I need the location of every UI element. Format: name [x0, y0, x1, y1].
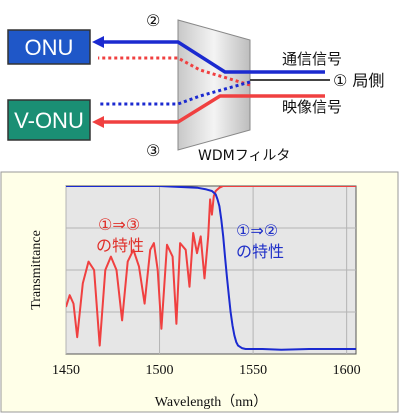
wdm-filter-shape	[177, 19, 251, 151]
gridlines	[65, 186, 356, 354]
annotation-blue: ①⇒② の特性	[236, 221, 284, 261]
annotation-red-line2: の特性	[96, 236, 144, 255]
x-axis-title: Wavelength（nm）	[155, 394, 267, 410]
vonu-box	[7, 99, 91, 141]
video-signal-arrowhead	[92, 116, 104, 128]
comm-signal-arrowhead	[92, 36, 104, 48]
annotation-red: ①⇒③ の特性	[96, 215, 145, 255]
series-1-2-line	[66, 186, 356, 351]
annotation-blue-line2: の特性	[236, 242, 284, 261]
comm-signal-label: 通信信号	[282, 50, 342, 68]
video-signal-path	[100, 94, 325, 124]
wdm-diagram: ONU V-ONU ② ③ 通信信号 ① 局側 映像信号 WDMフィルタ	[7, 11, 384, 164]
x-tick-labels: 1450 1500 1550 1600	[52, 363, 361, 378]
port3-label: ③	[146, 141, 160, 160]
vonu-label: V-ONU	[14, 108, 84, 133]
annotation-blue-line1: ①⇒②	[236, 221, 278, 240]
x-tick-label: 1550	[239, 363, 267, 378]
video-signal-label: 映像信号	[282, 98, 342, 116]
x-tick-label: 1450	[52, 363, 80, 378]
x-tick-label: 1500	[146, 363, 174, 378]
annotation-red-line1: ①⇒③	[98, 215, 140, 234]
onu-box	[7, 29, 91, 65]
port2-label: ②	[146, 11, 160, 30]
series-1-3-line	[66, 186, 356, 347]
video-leak-path	[98, 56, 251, 87]
port1-label: ① 局側	[333, 71, 384, 90]
comm-leak-path	[98, 80, 251, 106]
comm-signal-path	[100, 40, 325, 74]
transmittance-chart: 1450 1500 1550 1600 Wavelength（nm） Transmit…	[0, 171, 399, 413]
onu-label: ONU	[25, 35, 74, 60]
y-axis-title: Transmittance	[29, 230, 44, 310]
series-layer	[66, 186, 356, 351]
filter-label: WDMフィルタ	[198, 148, 290, 164]
x-tick-label: 1600	[333, 363, 361, 378]
